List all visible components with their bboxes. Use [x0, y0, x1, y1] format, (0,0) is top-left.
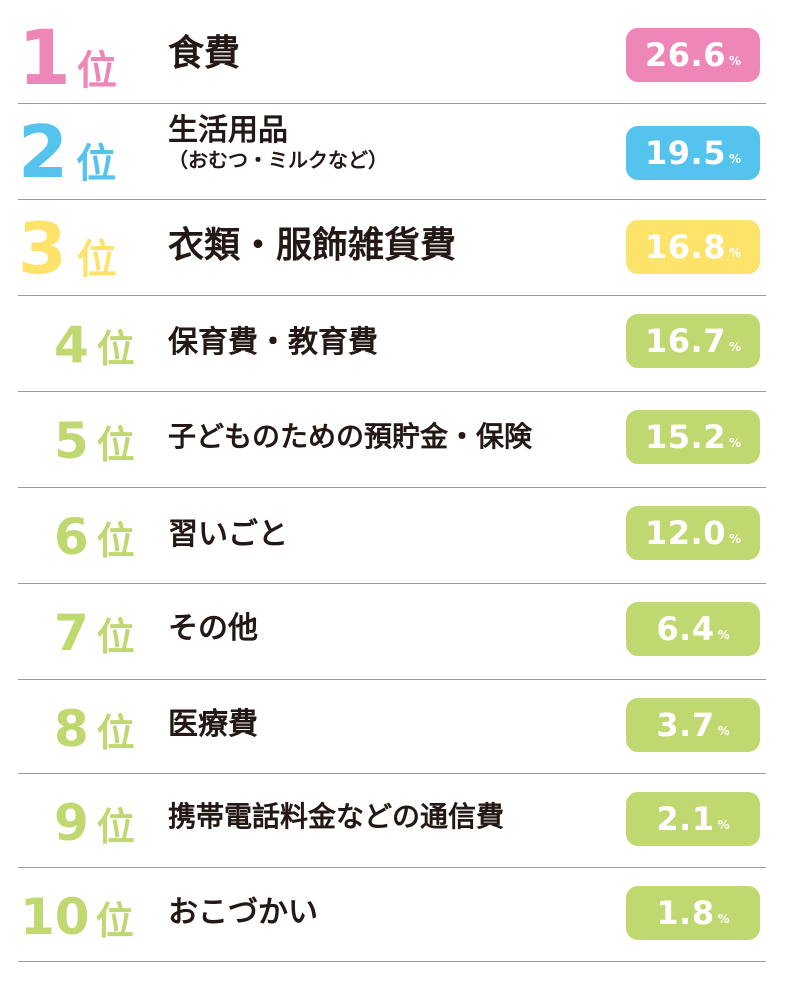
item-name: 子どものための預貯金・保険: [168, 420, 533, 453]
percentage-value: 16.7: [645, 322, 726, 360]
percentage-unit: %: [717, 912, 730, 926]
item-label: 携帯電話料金などの通信費: [168, 800, 505, 833]
percentage-badge: 15.2 %: [626, 410, 760, 464]
item-label: 衣類・服飾雑貨費: [168, 226, 456, 266]
item-name: おこづかい: [168, 895, 318, 930]
rank-number: 1: [18, 13, 71, 102]
percentage-value: 12.0: [645, 514, 726, 552]
percentage-unit: %: [728, 340, 741, 354]
percentage-badge: 16.8 %: [626, 220, 760, 274]
percentage-unit: %: [728, 246, 741, 260]
percentage-value: 6.4: [656, 610, 715, 648]
percentage-value: 2.1: [656, 800, 715, 838]
item-name: 衣類・服飾雑貨費: [168, 225, 457, 266]
item-name: 習いごと: [168, 517, 288, 552]
ranking-row-8: 8 位 医療費 3.7 %: [18, 680, 766, 774]
rank-suffix: 位: [96, 615, 135, 659]
item-label: 保育費・教育費: [168, 326, 378, 359]
percentage-unit: %: [717, 628, 730, 642]
item-label: 医療費: [168, 708, 258, 741]
percentage-value: 19.5: [645, 134, 726, 172]
rank-suffix: 位: [76, 48, 117, 94]
item-name: 医療費: [168, 707, 258, 742]
rank-label: 8 位: [54, 704, 135, 754]
percentage-unit: %: [728, 54, 741, 68]
percentage-badge: 2.1 %: [626, 792, 760, 846]
percentage-unit: %: [728, 436, 741, 450]
rank-label: 9 位: [54, 798, 135, 848]
rank-label: 7 位: [54, 608, 135, 658]
ranking-row-3: 3 位 衣類・服飾雑貨費 16.8 %: [18, 200, 766, 296]
ranking-row-6: 6 位 習いごと 12.0 %: [18, 488, 766, 584]
percentage-value: 16.8: [645, 228, 726, 266]
percentage-unit: %: [728, 532, 741, 546]
ranking-row-10: 10 位 おこづかい 1.8 %: [18, 868, 766, 962]
item-label: 習いごと: [168, 518, 288, 551]
percentage-badge: 1.8 %: [626, 886, 760, 940]
percentage-badge: 19.5 %: [626, 126, 760, 180]
ranking-row-5: 5 位 子どものための預貯金・保険 15.2 %: [18, 392, 766, 488]
item-name: その他: [168, 611, 258, 646]
percentage-unit: %: [717, 724, 730, 738]
percentage-value: 1.8: [656, 894, 715, 932]
ranking-row-1: 1 位 食費 26.6 %: [18, 6, 766, 104]
rank-number: 9: [54, 794, 89, 852]
percentage-badge: 3.7 %: [626, 698, 760, 752]
percentage-badge: 26.6 %: [626, 28, 760, 82]
percentage-badge: 6.4 %: [626, 602, 760, 656]
item-label: その他: [168, 612, 258, 645]
rank-number: 10: [20, 888, 90, 946]
rank-suffix: 位: [96, 327, 135, 371]
percentage-unit: %: [728, 152, 741, 166]
rank-number: 7: [54, 604, 89, 662]
item-name: 生活用品: [168, 113, 288, 148]
rank-number: 6: [54, 508, 89, 566]
item-name: 保育費・教育費: [168, 325, 378, 360]
rank-label: 3 位: [18, 214, 117, 284]
percentage-badge: 12.0 %: [626, 506, 760, 560]
ranking-row-9: 9 位 携帯電話料金などの通信費 2.1 %: [18, 774, 766, 868]
rank-suffix: 位: [96, 805, 135, 849]
item-label: 生活用品 （おむつ・ミルクなど）: [168, 114, 388, 171]
rank-suffix: 位: [95, 899, 134, 943]
ranking-row-4: 4 位 保育費・教育費 16.7 %: [18, 296, 766, 392]
rank-label: 6 位: [54, 512, 135, 562]
item-name: 食費: [168, 33, 241, 74]
rank-label: 10 位: [20, 892, 134, 942]
percentage-badge: 16.7 %: [626, 314, 760, 368]
rank-number: 4: [54, 316, 89, 374]
rank-suffix: 位: [96, 711, 135, 755]
item-label: おこづかい: [168, 896, 318, 929]
rank-label: 1 位: [18, 20, 117, 96]
ranking-row-7: 7 位 その他 6.4 %: [18, 584, 766, 680]
rank-suffix: 位: [96, 519, 135, 563]
percentage-value: 3.7: [656, 706, 715, 744]
ranking-row-2: 2 位 生活用品 （おむつ・ミルクなど） 19.5 %: [18, 104, 766, 200]
rank-label: 5 位: [54, 416, 135, 466]
rank-number: 3: [18, 208, 67, 290]
percentage-value: 26.6: [645, 36, 726, 74]
percentage-value: 15.2: [645, 418, 726, 456]
rank-number: 2: [18, 110, 69, 194]
item-label: 食費: [168, 34, 240, 74]
rank-suffix: 位: [76, 237, 117, 283]
rank-suffix: 位: [76, 141, 117, 187]
rank-number: 8: [54, 700, 89, 758]
percentage-unit: %: [717, 818, 730, 832]
item-sublabel: （おむつ・ミルクなど）: [168, 148, 388, 172]
rank-suffix: 位: [96, 423, 135, 467]
rank-label: 4 位: [54, 320, 135, 370]
item-label: 子どものための預貯金・保険: [168, 420, 533, 453]
item-name: 携帯電話料金などの通信費: [168, 800, 505, 833]
rank-label: 2 位: [18, 116, 116, 188]
rank-number: 5: [54, 412, 89, 470]
